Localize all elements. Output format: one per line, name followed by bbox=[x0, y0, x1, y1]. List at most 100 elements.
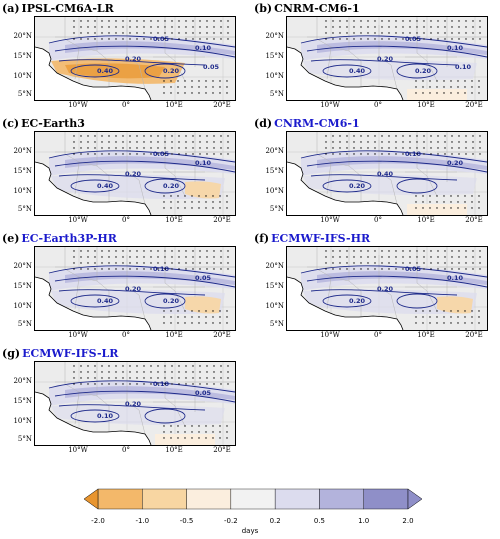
stipple-dot bbox=[205, 310, 207, 312]
contour-line bbox=[310, 174, 458, 181]
stipple-dot bbox=[122, 32, 124, 34]
stipple-dot bbox=[430, 250, 432, 252]
stipple-dot bbox=[80, 256, 82, 258]
lon-tick-label: 10°W bbox=[320, 216, 340, 224]
shading-positive-strong bbox=[65, 41, 235, 55]
stipple-dot bbox=[150, 135, 152, 137]
stippling bbox=[73, 250, 229, 324]
lat-tick-label: 20°N bbox=[265, 147, 284, 155]
stipple-dot bbox=[198, 86, 200, 88]
stipple-dot bbox=[94, 38, 96, 40]
stipple-dot bbox=[157, 141, 159, 143]
stipple-dot bbox=[443, 195, 445, 197]
stipple-dot bbox=[157, 147, 159, 149]
ocean-area bbox=[287, 47, 403, 100]
stipple-dot bbox=[94, 26, 96, 28]
stipple-dot bbox=[87, 371, 89, 373]
coastline bbox=[35, 276, 152, 330]
stipple-dot bbox=[409, 20, 411, 22]
stipple-dot bbox=[212, 431, 214, 433]
stipple-dot bbox=[136, 38, 138, 40]
map-area: 0.05 0.10 0.20 0.40 0.20 0.05 bbox=[34, 16, 236, 101]
stipple-dot bbox=[416, 250, 418, 252]
stipple-dot bbox=[395, 256, 397, 258]
contour-line bbox=[70, 409, 120, 423]
stipple-dot bbox=[136, 147, 138, 149]
country-border bbox=[416, 132, 428, 177]
lon-tick-label: 0° bbox=[374, 216, 382, 224]
stipple-dot bbox=[73, 153, 75, 155]
country-border bbox=[390, 294, 398, 320]
stipple-dot bbox=[227, 365, 229, 367]
stipple-dot bbox=[395, 262, 397, 264]
stipple-dot bbox=[360, 268, 362, 270]
shading-positive-strong bbox=[317, 156, 487, 170]
stipple-dot bbox=[101, 153, 103, 155]
stipple-dot bbox=[73, 256, 75, 258]
stipple-dot bbox=[199, 135, 201, 137]
stipple-dot bbox=[450, 195, 452, 197]
stipple-dot bbox=[171, 26, 173, 28]
stipple-dot bbox=[451, 147, 453, 149]
map-panel: (e) EC-Earth3P-HR 0.10 0.05 0.20 0.40 0.20 20°N… bbox=[2, 232, 242, 342]
stipple-dot bbox=[73, 262, 75, 264]
map-area: 0.10 0.05 0.20 0.10 bbox=[34, 361, 236, 446]
stipple-dot bbox=[437, 153, 439, 155]
colorbar-tick-label: 1.0 bbox=[358, 517, 370, 525]
colorbar-segment bbox=[319, 488, 364, 510]
contour-label: 0.20 bbox=[163, 182, 180, 190]
stipple-dot bbox=[465, 20, 467, 22]
lon-tick-label: 10°E bbox=[165, 101, 183, 109]
stipple-dot bbox=[205, 207, 207, 209]
stipple-dot bbox=[199, 371, 201, 373]
stipple-dot bbox=[472, 153, 474, 155]
country-border bbox=[348, 247, 362, 292]
stipple-dot bbox=[192, 38, 194, 40]
shading-positive-strong bbox=[65, 156, 235, 170]
stipple-dot bbox=[339, 20, 341, 22]
stipple-dot bbox=[136, 135, 138, 137]
stipple-dot bbox=[465, 135, 467, 137]
stipple-dot bbox=[170, 195, 172, 197]
lon-tick-label: 10°E bbox=[165, 216, 183, 224]
stipple-dot bbox=[213, 250, 215, 252]
stipple-dot bbox=[94, 147, 96, 149]
contour-line bbox=[144, 63, 186, 79]
stipple-dot bbox=[177, 201, 179, 203]
stipple-dot bbox=[136, 371, 138, 373]
stipple-dot bbox=[164, 135, 166, 137]
stipple-dot bbox=[465, 256, 467, 258]
stipple-dot bbox=[178, 383, 180, 385]
stipple-dot bbox=[185, 38, 187, 40]
stipple-dot bbox=[437, 135, 439, 137]
stipple-dot bbox=[143, 268, 145, 270]
lat-tick-label: 5°N bbox=[17, 435, 32, 443]
stipple-dot bbox=[150, 153, 152, 155]
lon-tick-label: 20°E bbox=[213, 101, 231, 109]
stipple-dot bbox=[212, 425, 214, 427]
stipple-dot bbox=[227, 262, 229, 264]
stipple-dot bbox=[219, 316, 221, 318]
stipple-dot bbox=[94, 256, 96, 258]
stipple-dot bbox=[381, 38, 383, 40]
stipple-dot bbox=[457, 310, 459, 312]
stipple-dot bbox=[101, 20, 103, 22]
stipple-dot bbox=[150, 32, 152, 34]
stipple-dot bbox=[464, 86, 466, 88]
stipple-dot bbox=[199, 268, 201, 270]
stipple-dot bbox=[325, 153, 327, 155]
stipple-dot bbox=[157, 135, 159, 137]
stipple-dot bbox=[108, 32, 110, 34]
stipple-dot bbox=[381, 135, 383, 137]
stipple-dot bbox=[163, 316, 165, 318]
stipple-dot bbox=[115, 377, 117, 379]
stipple-dot bbox=[457, 322, 459, 324]
stipple-dot bbox=[164, 20, 166, 22]
stipple-dot bbox=[451, 268, 453, 270]
stipple-dot bbox=[108, 153, 110, 155]
stipple-dot bbox=[450, 322, 452, 324]
stipple-dot bbox=[213, 365, 215, 367]
stipple-dot bbox=[199, 38, 201, 40]
stipple-dot bbox=[409, 262, 411, 264]
colorbar bbox=[84, 488, 422, 510]
